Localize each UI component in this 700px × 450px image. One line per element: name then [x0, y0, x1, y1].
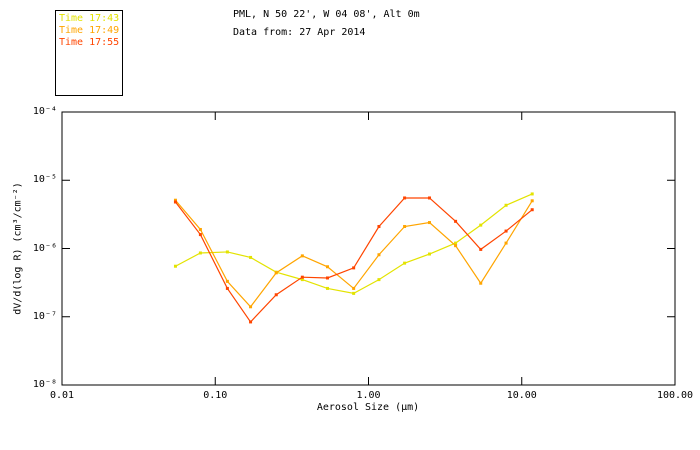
y-tick-label: 10⁻⁵ — [32, 174, 57, 186]
series-marker-time-17-49 — [352, 286, 356, 290]
x-axis-label: Aerosol Size (µm) — [316, 402, 420, 413]
series-marker-time-17-55 — [377, 225, 381, 229]
axes-frame — [61, 111, 676, 386]
series-marker-time-17-43 — [530, 192, 534, 196]
series-marker-time-17-43 — [479, 223, 483, 227]
series-marker-time-17-49 — [479, 281, 483, 285]
series-marker-time-17-43 — [403, 261, 407, 265]
series-marker-time-17-49 — [530, 199, 534, 203]
series-marker-time-17-55 — [274, 293, 278, 297]
series-marker-time-17-49 — [225, 279, 229, 283]
series-marker-time-17-55 — [249, 320, 253, 324]
series-marker-time-17-55 — [479, 247, 483, 251]
series-marker-time-17-55 — [352, 266, 356, 270]
legend-item: Time 17:55 — [59, 37, 120, 48]
series-marker-time-17-49 — [403, 225, 407, 229]
series-marker-time-17-43 — [427, 252, 431, 256]
series-marker-time-17-49 — [198, 227, 202, 231]
series-marker-time-17-43 — [225, 250, 229, 254]
y-tick-label: 10⁻⁶ — [32, 242, 57, 254]
series-marker-time-17-49 — [427, 221, 431, 225]
series-line-time-17-55 — [174, 197, 533, 323]
y-tick-label: 10⁻⁴ — [32, 106, 57, 117]
series-marker-time-17-43 — [377, 278, 381, 282]
y-tick-label: 10⁻⁷ — [32, 310, 57, 322]
series-marker-time-17-43 — [352, 291, 356, 295]
x-tick-label: 1.00 — [356, 390, 381, 401]
series-marker-time-17-49 — [274, 271, 278, 275]
series-marker-time-17-43 — [173, 264, 177, 268]
series-marker-time-17-55 — [325, 276, 329, 280]
page-subtitle: Data from: 27 Apr 2014 — [233, 27, 366, 38]
series-marker-time-17-55 — [173, 200, 177, 204]
x-tick-label: 0.10 — [203, 390, 228, 401]
series-marker-time-17-49 — [454, 244, 458, 248]
series-marker-time-17-55 — [504, 229, 508, 233]
series-marker-time-17-43 — [454, 241, 458, 245]
series-marker-time-17-55 — [427, 196, 431, 200]
series-marker-time-17-49 — [325, 265, 329, 269]
series-marker-time-17-43 — [249, 255, 253, 259]
series-marker-time-17-43 — [504, 203, 508, 207]
x-tick-label: 100.00 — [656, 390, 694, 401]
series-marker-time-17-49 — [504, 241, 508, 245]
series-marker-time-17-49 — [249, 305, 253, 309]
series-marker-time-17-49 — [173, 198, 177, 202]
series-marker-time-17-43 — [325, 286, 329, 290]
title-block: PML, N 50 22', W 04 08', Alt 0m Data fro… — [233, 6, 420, 42]
legend-item: Time 17:43 — [59, 13, 120, 24]
series-line-time-17-43 — [175, 193, 533, 295]
series-marker-time-17-55 — [530, 208, 534, 212]
series-marker-time-17-49 — [300, 254, 304, 258]
legend-item: Time 17:49 — [59, 25, 120, 36]
legend-box: Time 17:43 Time 17:49 Time 17:55 — [55, 10, 123, 96]
series-marker-time-17-55 — [198, 233, 202, 237]
series-marker-time-17-55 — [225, 286, 229, 290]
page-title: PML, N 50 22', W 04 08', Alt 0m — [233, 9, 420, 20]
series-marker-time-17-55 — [403, 196, 407, 200]
x-tick-label: 0.01 — [49, 390, 75, 401]
series-marker-time-17-55 — [300, 275, 304, 279]
x-tick-label: 10.00 — [506, 390, 537, 401]
series-marker-time-17-43 — [198, 251, 202, 255]
series-marker-time-17-49 — [377, 253, 381, 257]
series-marker-time-17-55 — [454, 219, 458, 223]
series-marker-time-17-43 — [300, 278, 304, 282]
y-tick-label: 10⁻⁸ — [32, 379, 57, 390]
